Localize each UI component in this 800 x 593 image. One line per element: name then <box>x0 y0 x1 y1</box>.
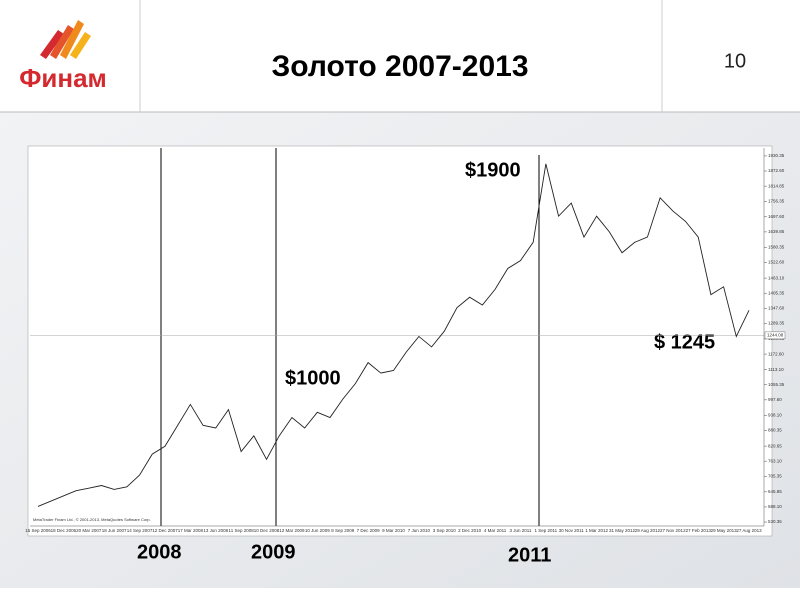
x-tick-label: 10 Dec 2008 <box>254 528 280 533</box>
annotation: 2011 <box>508 544 551 566</box>
y-tick-label: 820.65 <box>768 443 782 448</box>
y-tick-label: 1697.60 <box>768 214 785 219</box>
page-number: 10 <box>724 50 746 72</box>
y-tick-label: 1930.35 <box>768 153 785 158</box>
x-tick-label: 29 May 2013 <box>711 528 738 533</box>
y-tick-label: 997.60 <box>768 397 782 402</box>
y-tick-label: 1872.60 <box>768 168 785 173</box>
y-tick-label: 1522.60 <box>768 260 785 265</box>
y-tick-label: 1639.85 <box>768 229 785 234</box>
y-tick-label: 530.35 <box>768 519 782 524</box>
current-price-box <box>764 331 786 340</box>
y-tick-label: 1580.35 <box>768 245 785 250</box>
x-tick-label: 1 Sep 2011 <box>535 528 558 533</box>
x-tick-label: 7 Dec 2009 <box>357 528 381 533</box>
x-tick-label: 18 Dec 2006 <box>51 528 77 533</box>
x-tick-label: 27 Nov 2012 <box>660 528 686 533</box>
x-tick-label: 9 Mar 2010 <box>382 528 405 533</box>
x-tick-label: 27 Feb 2013 <box>686 528 712 533</box>
x-tick-label: 14 Sep 2007 <box>127 528 153 533</box>
y-tick-label: 1172.60 <box>768 351 784 356</box>
logo-mark <box>40 20 91 59</box>
x-tick-label: 1 Mar 2012 <box>585 528 608 533</box>
annotation: 2009 <box>251 541 296 563</box>
x-tick-label: 17 Mar 2008 <box>178 528 204 533</box>
y-tick-label: 938.10 <box>768 413 782 418</box>
price-line <box>37 163 750 507</box>
y-tick-label: 1347.60 <box>768 306 785 311</box>
copyright: MetaTrader Finam Ltd., © 2001-2013, Meta… <box>33 517 151 522</box>
x-tick-label: 15 Sep 2006 <box>25 528 51 533</box>
x-tick-label: 29 Aug 2012 <box>635 528 661 533</box>
x-tick-label: 31 May 2012 <box>609 528 636 533</box>
y-tick-label: 705.35 <box>768 473 782 478</box>
x-tick-label: 12 Dec 2007 <box>152 528 178 533</box>
y-tick-label: 1113.10 <box>768 367 784 372</box>
y-tick-label: 1814.85 <box>768 183 785 188</box>
x-tick-label: 2 Dec 2010 <box>458 528 482 533</box>
x-tick-label: 3 Sep 2010 <box>433 528 457 533</box>
y-tick-label: 1289.35 <box>768 321 785 326</box>
current-price-label: 1244.08 <box>767 333 784 338</box>
x-tick-label: 11 Sep 2008 <box>229 528 255 533</box>
x-tick-label: 7 Jun 2010 <box>408 528 431 533</box>
x-tick-label: 12 Mar 2009 <box>279 528 305 533</box>
annotation: $1000 <box>285 367 341 389</box>
y-tick-label: 1463.10 <box>768 275 785 280</box>
logo-text: Финам <box>19 63 107 93</box>
slide-title: Золото 2007-2013 <box>271 50 528 83</box>
x-tick-label: 8 Sep 2009 <box>331 528 355 533</box>
y-tick-label: 1756.35 <box>768 199 785 204</box>
annotation: $ 1245 <box>654 331 715 353</box>
y-tick-label: 588.10 <box>768 504 782 509</box>
y-tick-label: 763.10 <box>768 458 782 463</box>
x-tick-label: 27 Aug 2013 <box>736 528 762 533</box>
annotation: 2008 <box>137 541 182 563</box>
x-tick-label: 18 Jun 2007 <box>102 528 127 533</box>
annotation: $1900 <box>465 159 521 181</box>
x-tick-label: 4 Mar 2011 <box>484 528 507 533</box>
x-tick-label: 20 Mar 2007 <box>76 528 102 533</box>
y-tick-label: 880.35 <box>768 428 782 433</box>
x-tick-label: 3 Jun 2011 <box>509 528 531 533</box>
x-tick-label: 10 Jun 2009 <box>305 528 330 533</box>
y-tick-label: 645.85 <box>768 489 782 494</box>
y-tick-label: 1055.35 <box>768 382 785 387</box>
chart-frame <box>27 145 773 537</box>
x-tick-label: 30 Nov 2011 <box>559 528 585 533</box>
x-tick-label: 13 Jun 2008 <box>203 528 228 533</box>
y-tick-label: 1405.35 <box>768 290 785 295</box>
